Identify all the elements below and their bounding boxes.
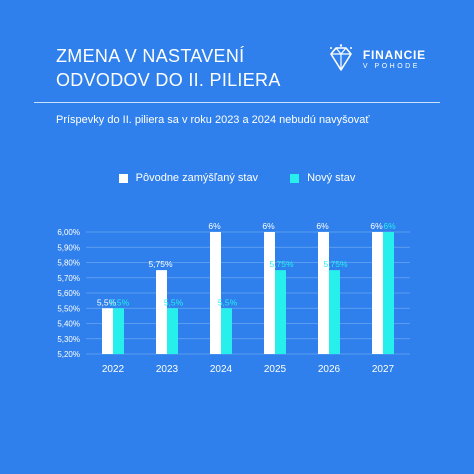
bar-original	[156, 270, 167, 354]
legend-item-original: Pôvodne zamýšľaný stav	[118, 172, 259, 184]
bar-new	[383, 232, 394, 354]
data-label-new: 5,5%	[110, 297, 130, 307]
data-label-original: 6%	[370, 221, 383, 231]
legend-item-new: Nový stav	[290, 172, 355, 184]
header-divider	[34, 102, 440, 103]
y-tick-label: 5,50%	[57, 304, 80, 313]
legend-swatch-original	[118, 173, 128, 183]
bar-new	[113, 308, 124, 354]
diamond-icon	[329, 44, 352, 71]
legend-label-new: Nový stav	[307, 172, 356, 184]
y-tick-label: 5,20%	[57, 350, 80, 359]
data-label-new: 6%	[383, 221, 396, 231]
data-label-original: 5,75%	[148, 259, 173, 269]
data-label-original: 6%	[262, 221, 275, 231]
y-tick-label: 6,00%	[57, 228, 80, 237]
y-tick-label: 5,30%	[57, 335, 80, 344]
title-line-1: ZMENA V NASTAVENÍ	[56, 46, 245, 66]
legend-swatch-new	[290, 173, 300, 183]
legend-label-original: Pôvodne zamýšľaný stav	[135, 172, 259, 184]
bar-original	[102, 308, 113, 354]
y-tick-label: 5,80%	[57, 259, 80, 268]
bar-original	[210, 232, 221, 354]
y-tick-label: 5,70%	[57, 274, 80, 283]
bar-original	[318, 232, 329, 354]
x-tick-label: 2024	[210, 364, 233, 375]
title-line-2: ODVODOV DO II. PILIERA	[56, 70, 281, 90]
x-tick-label: 2026	[318, 364, 341, 375]
bar-original	[372, 232, 383, 354]
bar-new	[275, 270, 286, 354]
data-label-new: 5,75%	[323, 259, 348, 269]
data-label-original: 6%	[316, 221, 329, 231]
brand-logo: FINANCIE V POHODE	[327, 44, 426, 76]
x-tick-label: 2022	[102, 364, 125, 375]
data-label-original: 6%	[208, 221, 221, 231]
data-label-new: 5,5%	[218, 297, 238, 307]
bar-new	[221, 308, 232, 354]
data-label-original: 5,5%	[97, 297, 117, 307]
y-tick-label: 5,60%	[57, 289, 80, 298]
data-label-new: 5,5%	[164, 297, 184, 307]
y-tick-label: 5,40%	[57, 320, 80, 329]
bar-original	[264, 232, 275, 354]
page-title: ZMENA V NASTAVENÍ ODVODOV DO II. PILIERA	[56, 44, 281, 92]
x-tick-label: 2023	[156, 364, 179, 375]
logo-name-line-2: V POHODE	[362, 63, 420, 70]
logo-name-line-1: FINANCIE	[362, 48, 426, 62]
chart-legend: Pôvodne zamýšľaný stav Nový stav	[0, 172, 474, 184]
bar-new	[167, 308, 178, 354]
x-tick-label: 2025	[264, 364, 287, 375]
x-tick-label: 2027	[372, 364, 395, 375]
chart-subtitle: Príspevky do II. piliera sa v roku 2023 …	[56, 114, 370, 126]
y-tick-label: 5,90%	[57, 243, 80, 252]
data-label-new: 5,75%	[269, 259, 294, 269]
bar-new	[329, 270, 340, 354]
